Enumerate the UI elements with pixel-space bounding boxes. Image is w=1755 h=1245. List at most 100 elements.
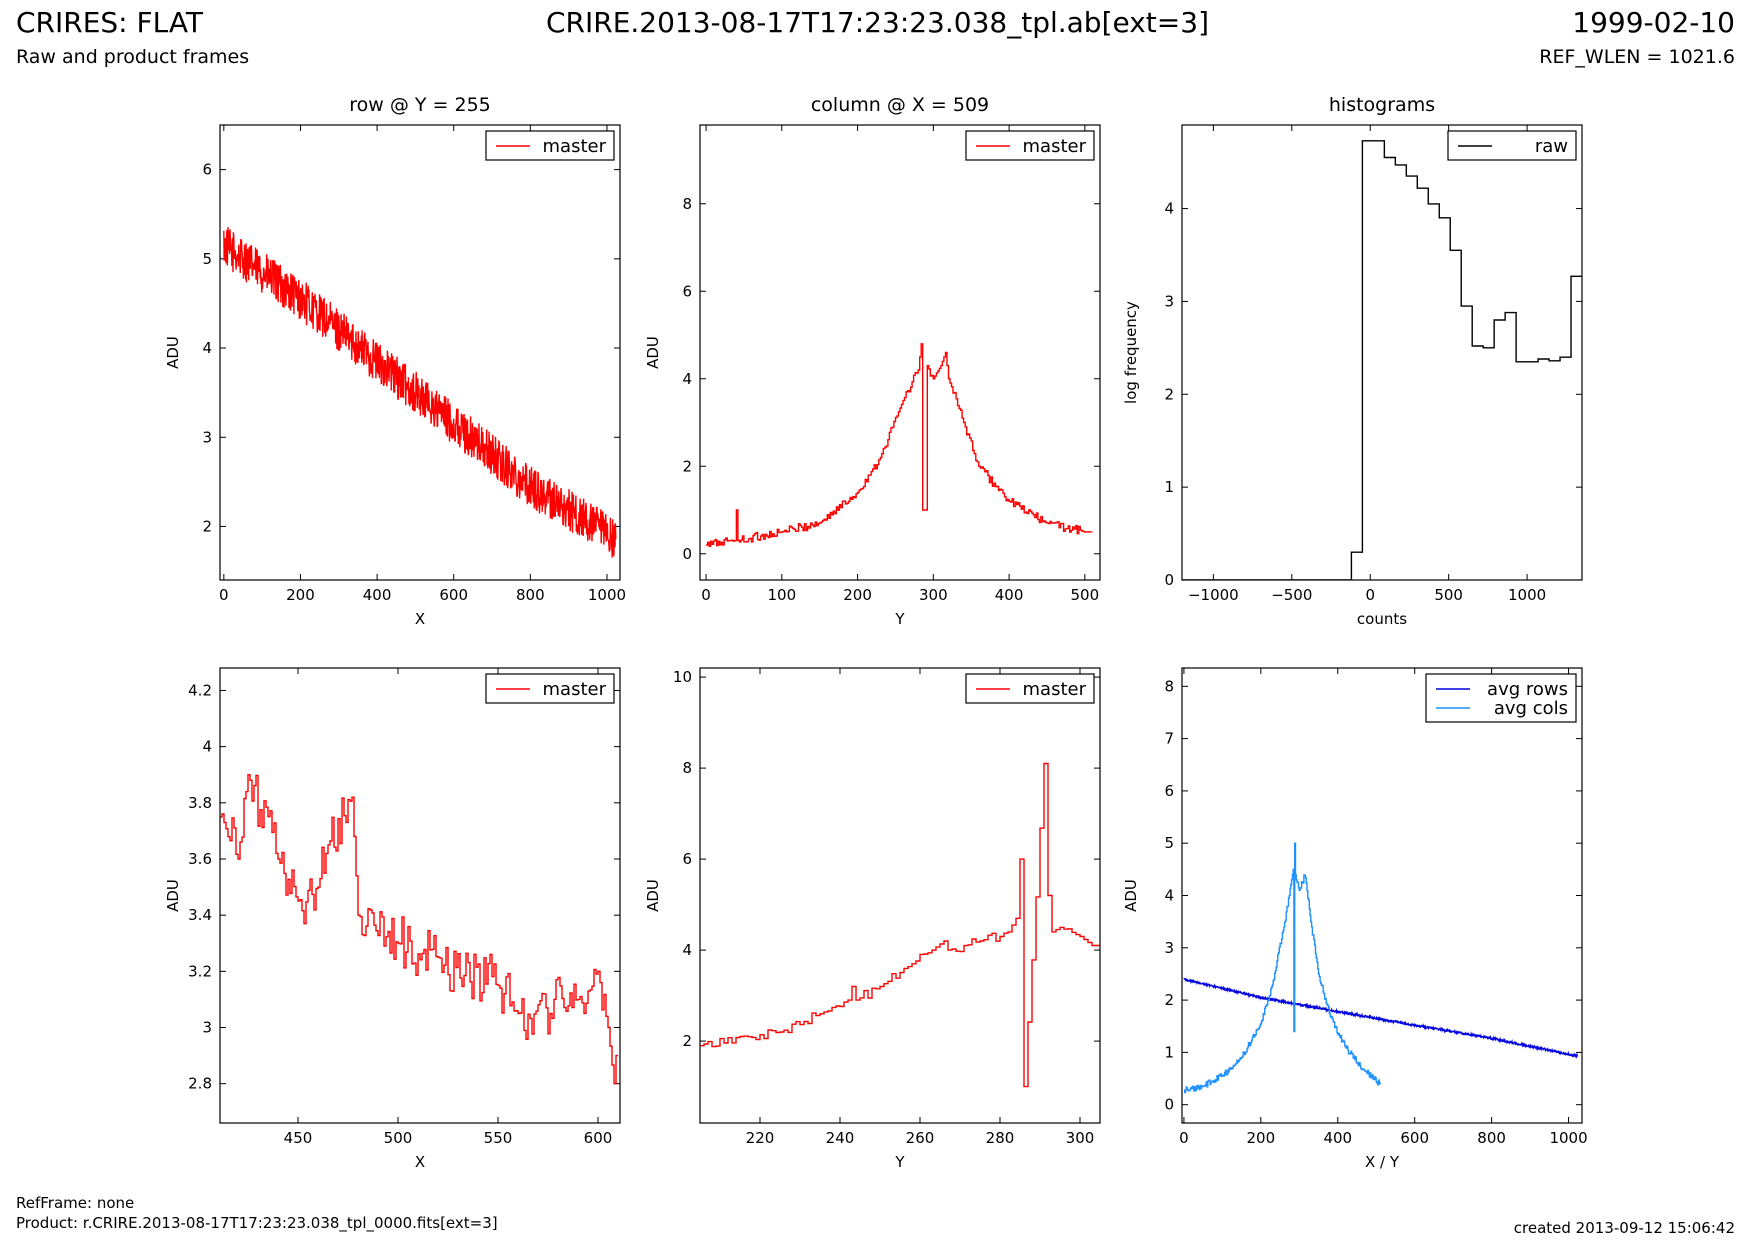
x-tick-label: 1000 bbox=[588, 586, 626, 604]
y-tick-label: 5 bbox=[202, 250, 212, 268]
y-tick-label: 4 bbox=[1164, 200, 1174, 218]
file-name-title: CRIRE.2013-08-17T17:23:23.038_tpl.ab[ext… bbox=[545, 6, 1209, 39]
panel-title: column @ X = 509 bbox=[811, 94, 989, 116]
series-line-avg-cols bbox=[1183, 842, 1381, 1094]
legend-label: raw bbox=[1535, 136, 1568, 157]
chart-panel-3: histograms −1000 −500 0 500 1000 0 1 2 3 4 counts lo… bbox=[1122, 94, 1583, 628]
y-axis-label: ADU bbox=[1122, 879, 1140, 912]
x-axis-label: X bbox=[415, 610, 425, 628]
created-timestamp: created 2013-09-12 15:06:42 bbox=[1513, 1219, 1735, 1237]
refframe-note: RefFrame: none bbox=[16, 1194, 135, 1212]
y-tick-label: 2 bbox=[682, 457, 692, 475]
x-tick-label: −500 bbox=[1271, 586, 1312, 604]
x-tick-label: 400 bbox=[363, 586, 392, 604]
y-tick-label: 2 bbox=[682, 1032, 692, 1050]
x-tick-label: 280 bbox=[986, 1129, 1015, 1147]
y-tick-label: 4 bbox=[682, 370, 692, 388]
x-tick-label: 300 bbox=[1066, 1129, 1095, 1147]
x-tick-label: 500 bbox=[384, 1129, 413, 1147]
chart-panel-4: 450 500 550 600 2.8 3 3.2 3.4 3.6 3.8 4 4.2 X ADU mast… bbox=[164, 667, 621, 1171]
y-tick-label: 0 bbox=[682, 545, 692, 563]
product-note: Product: r.CRIRE.2013-08-17T17:23:23.038… bbox=[16, 1214, 498, 1232]
series-line-master bbox=[706, 343, 1093, 547]
y-tick-label: 4 bbox=[202, 339, 212, 357]
figure-title: CRIRES: FLAT bbox=[16, 6, 203, 39]
y-tick-label: 3.2 bbox=[188, 962, 212, 980]
y-tick-label: 4 bbox=[1164, 887, 1174, 905]
y-tick-label: 6 bbox=[682, 850, 692, 868]
x-tick-label: 200 bbox=[286, 586, 315, 604]
series-line-master bbox=[700, 762, 1100, 1088]
ref-wlen-label: REF_WLEN = 1021.6 bbox=[1539, 46, 1735, 68]
x-tick-label: 1000 bbox=[1549, 1129, 1587, 1147]
x-tick-label: 1000 bbox=[1508, 586, 1546, 604]
y-tick-label: 0 bbox=[1164, 571, 1174, 589]
chart-panel-6: 0 200 400 600 800 1000 0 1 2 3 4 5 6 7 8 X / Y ADU avg ro… bbox=[1122, 667, 1588, 1171]
x-tick-label: 600 bbox=[439, 586, 468, 604]
legend-label: avg rows bbox=[1487, 679, 1568, 700]
legend: master bbox=[965, 130, 1095, 161]
y-tick-label: 6 bbox=[682, 282, 692, 300]
y-tick-label: 3 bbox=[202, 1019, 212, 1037]
y-axis-label: ADU bbox=[644, 879, 662, 912]
chart-panel-1: row @ Y = 255 0 200 400 600 800 1000 2 3 4 5 6 X ADU m… bbox=[164, 94, 626, 628]
y-tick-label: 0 bbox=[1164, 1096, 1174, 1114]
series-line-avg-rows bbox=[1183, 977, 1579, 1060]
x-tick-label: 220 bbox=[746, 1129, 775, 1147]
x-tick-label: 500 bbox=[1434, 586, 1463, 604]
y-tick-label: 4 bbox=[202, 738, 212, 756]
series-line-master bbox=[220, 774, 618, 1085]
y-tick-label: 2.8 bbox=[188, 1075, 212, 1093]
y-tick-label: 1 bbox=[1164, 1043, 1174, 1061]
x-tick-label: 300 bbox=[919, 586, 948, 604]
x-tick-label: 400 bbox=[995, 586, 1024, 604]
plot-frame bbox=[1181, 124, 1583, 581]
y-tick-label: 3 bbox=[1164, 292, 1174, 310]
x-tick-label: 100 bbox=[767, 586, 796, 604]
chart-panel-5: 220 240 260 280 300 2 4 6 8 10 Y ADU master bbox=[644, 667, 1101, 1171]
y-axis-label: ADU bbox=[644, 336, 662, 369]
x-tick-label: 400 bbox=[1323, 1129, 1352, 1147]
x-axis-label: counts bbox=[1357, 610, 1407, 628]
y-tick-label: 3 bbox=[202, 428, 212, 446]
x-tick-label: 260 bbox=[906, 1129, 935, 1147]
legend: master bbox=[965, 673, 1095, 704]
chart-panel-2: column @ X = 509 0 100 200 300 400 500 0 2 4 6 8 Y AD… bbox=[644, 94, 1101, 628]
x-axis-label: Y bbox=[894, 610, 905, 628]
x-axis-label: X bbox=[415, 1153, 425, 1171]
plot-frame bbox=[699, 124, 1101, 581]
y-tick-label: 8 bbox=[682, 195, 692, 213]
y-axis-label: ADU bbox=[164, 879, 182, 912]
plot-frame bbox=[219, 124, 621, 581]
x-tick-label: 550 bbox=[484, 1129, 513, 1147]
y-tick-label: 8 bbox=[1164, 677, 1174, 695]
x-tick-label: 200 bbox=[843, 586, 872, 604]
legend-label: master bbox=[543, 679, 607, 700]
y-tick-label: 5 bbox=[1164, 834, 1174, 852]
x-tick-label: 450 bbox=[284, 1129, 313, 1147]
y-tick-label: 3.8 bbox=[188, 794, 212, 812]
y-tick-label: 6 bbox=[202, 161, 212, 179]
y-tick-label: 2 bbox=[1164, 991, 1174, 1009]
legend-label: master bbox=[1023, 679, 1087, 700]
x-tick-label: 500 bbox=[1071, 586, 1100, 604]
x-tick-label: 600 bbox=[584, 1129, 613, 1147]
y-tick-label: 3.4 bbox=[188, 906, 212, 924]
x-tick-label: 800 bbox=[1477, 1129, 1506, 1147]
x-axis-label: Y bbox=[894, 1153, 905, 1171]
x-tick-label: 0 bbox=[701, 586, 711, 604]
legend: master bbox=[485, 130, 615, 161]
x-tick-label: 0 bbox=[1179, 1129, 1189, 1147]
y-axis-label: log frequency bbox=[1122, 301, 1140, 404]
x-tick-label: 600 bbox=[1400, 1129, 1429, 1147]
x-tick-label: −1000 bbox=[1188, 586, 1239, 604]
plot-frame bbox=[1181, 667, 1583, 1124]
legend-label: avg cols bbox=[1494, 698, 1568, 719]
series-line-raw bbox=[1182, 140, 1582, 580]
x-axis-label: X / Y bbox=[1365, 1153, 1400, 1171]
y-tick-label: 1 bbox=[1164, 478, 1174, 496]
legend: master bbox=[485, 673, 615, 704]
legend-box bbox=[1425, 673, 1577, 723]
x-tick-label: 0 bbox=[1365, 586, 1375, 604]
x-tick-label: 800 bbox=[516, 586, 545, 604]
